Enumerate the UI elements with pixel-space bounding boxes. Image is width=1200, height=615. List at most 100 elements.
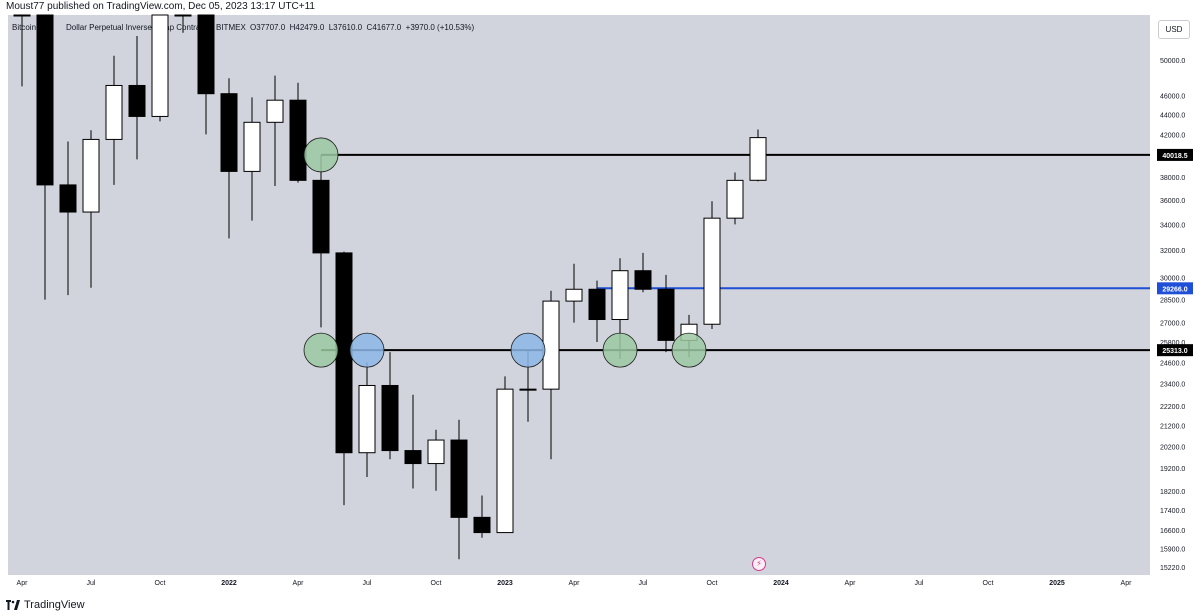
candle-body	[82, 138, 100, 213]
candle	[634, 252, 652, 293]
symbol-description: Dollar Perpetual Inverse Swap Contract,	[66, 23, 209, 32]
candle-body	[726, 179, 744, 219]
candle	[105, 55, 123, 185]
y-tick-label: 42000.0	[1160, 132, 1185, 139]
x-tick-label: Jul	[915, 580, 924, 587]
candle-body	[312, 179, 330, 254]
x-tick-label: Jul	[87, 580, 96, 587]
symbol-name: Bitcoin	[12, 23, 36, 32]
candle	[473, 495, 491, 538]
candle-body	[703, 217, 721, 325]
candle-body	[335, 252, 353, 454]
y-tick-label: 46000.0	[1160, 94, 1185, 101]
candle	[358, 362, 376, 477]
candle-body	[450, 439, 468, 518]
candle-body	[13, 14, 31, 17]
candle-body	[588, 288, 606, 321]
candle	[36, 14, 54, 300]
candle	[381, 352, 399, 460]
y-tick-label: 15900.0	[1160, 546, 1185, 553]
x-tick-label: Oct	[431, 580, 442, 587]
y-tick-label: 34000.0	[1160, 222, 1185, 229]
x-tick-label: Oct	[983, 580, 994, 587]
x-tick-label: Jul	[363, 580, 372, 587]
candle	[496, 376, 514, 534]
candle	[59, 141, 77, 296]
marker-circle	[602, 332, 638, 368]
candle	[427, 429, 445, 491]
candle-body	[404, 450, 422, 465]
x-tick-label: Apr	[293, 580, 305, 587]
candle-body	[542, 300, 560, 390]
y-tick-label: 15220.0	[1160, 565, 1185, 572]
y-tick-label: 20200.0	[1160, 444, 1185, 451]
y-tick-label: 44000.0	[1160, 112, 1185, 119]
published-by: Moust77 published on TradingView.com, De…	[6, 1, 315, 12]
candle-body	[197, 14, 215, 95]
candle-body	[36, 14, 54, 186]
level-price-label: 25313.0	[1162, 348, 1187, 355]
candle-body	[174, 14, 192, 17]
marker-circle	[303, 137, 339, 173]
candle	[151, 14, 169, 122]
candle-body	[243, 121, 261, 172]
candle-body	[519, 388, 537, 391]
candle	[266, 75, 284, 187]
candle	[312, 155, 330, 328]
currency-button[interactable]: USD	[1158, 20, 1190, 39]
candle-body	[749, 137, 767, 181]
level-price-tag	[1157, 282, 1193, 295]
x-tick-label: 2022	[221, 580, 237, 587]
candle	[220, 78, 238, 239]
ohlc-values: O37707.0 H42479.0 L37610.0 C41677.0 +397…	[250, 23, 475, 32]
x-tick-label: Apr	[569, 580, 581, 587]
price-axis	[1150, 15, 1200, 575]
candle	[243, 97, 261, 221]
level-price-tag	[1157, 344, 1193, 357]
candle	[197, 14, 215, 135]
candle-body	[657, 288, 675, 341]
x-tick-label: 2025	[1049, 580, 1065, 587]
x-tick-label: Oct	[707, 580, 718, 587]
x-tick-label: Apr	[17, 580, 29, 587]
y-tick-label: 24600.0	[1160, 360, 1185, 367]
candle	[289, 82, 307, 183]
y-tick-label: 28500.0	[1160, 298, 1185, 305]
y-tick-label: 19200.0	[1160, 466, 1185, 473]
candle-body	[381, 384, 399, 452]
candle-body	[266, 99, 284, 123]
y-tick-label: 30000.0	[1160, 276, 1185, 283]
y-tick-label: 38000.0	[1160, 175, 1185, 182]
candle-body	[634, 270, 652, 290]
brand-name: TradingView	[24, 599, 85, 611]
footer-brand: TradingView	[6, 597, 85, 613]
candle	[588, 280, 606, 343]
candle-body	[59, 184, 77, 213]
candle-body	[496, 388, 514, 534]
candle	[657, 274, 675, 353]
marker-circle	[303, 332, 339, 368]
y-tick-label: 18200.0	[1160, 489, 1185, 496]
y-tick-label: 25800.0	[1160, 340, 1185, 347]
x-tick-label: Oct	[155, 580, 166, 587]
lightning-icon[interactable]: ⚡	[752, 557, 766, 571]
candle-body	[105, 84, 123, 140]
y-tick-label: 22200.0	[1160, 404, 1185, 411]
candle-body	[289, 99, 307, 181]
marker-circle	[510, 332, 546, 368]
y-tick-label: 32000.0	[1160, 248, 1185, 255]
candle	[174, 14, 192, 33]
y-tick-label: 21200.0	[1160, 424, 1185, 431]
x-tick-label: 2024	[773, 580, 789, 587]
candle-body	[473, 516, 491, 534]
y-tick-label: 50000.0	[1160, 58, 1185, 65]
x-tick-label: Jul	[639, 580, 648, 587]
candle	[13, 14, 31, 87]
level-price-tag	[1157, 148, 1193, 161]
marker-circle	[671, 332, 707, 368]
candle-body	[151, 14, 169, 117]
y-tick-label: 23400.0	[1160, 382, 1185, 389]
candle	[749, 129, 767, 182]
y-tick-label: 27000.0	[1160, 321, 1185, 328]
